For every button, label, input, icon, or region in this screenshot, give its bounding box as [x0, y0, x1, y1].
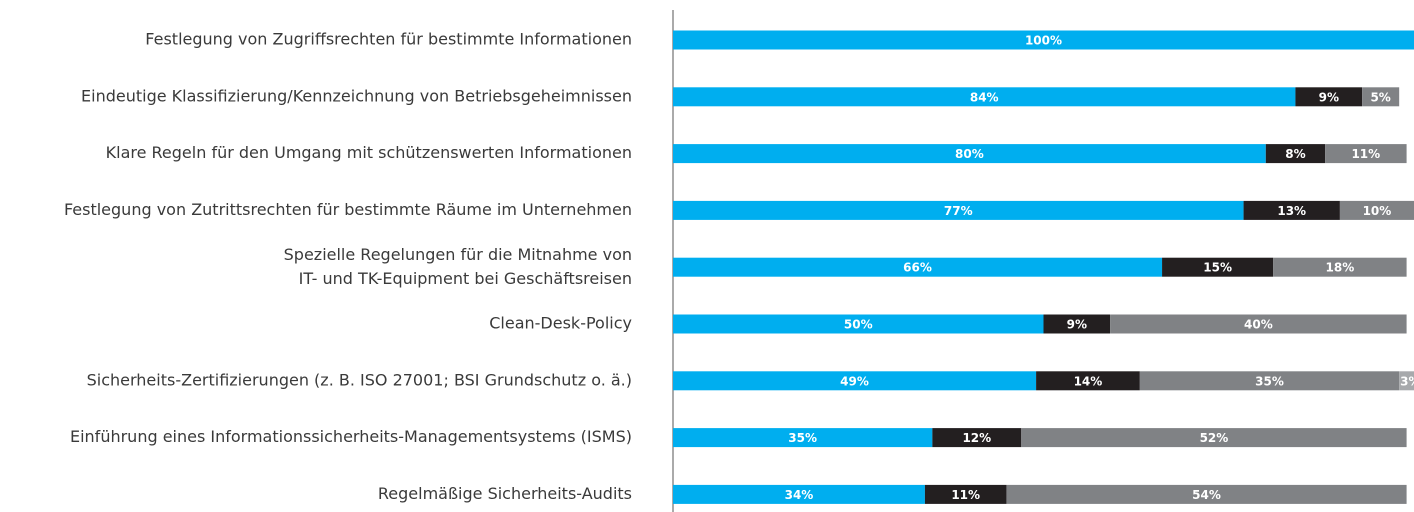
value-label: 35% — [1255, 374, 1284, 388]
value-label: 11% — [951, 488, 980, 502]
value-label: 9% — [1319, 90, 1339, 104]
value-label: 50% — [844, 318, 873, 332]
bar-segment — [1139, 371, 1400, 391]
value-label: 52% — [1200, 431, 1229, 445]
bar-segment — [1265, 144, 1326, 164]
value-label: 13% — [1277, 204, 1306, 218]
value-label: 12% — [962, 431, 991, 445]
bar-segment — [673, 484, 925, 504]
category-label: Sicherheits-Zertifizierungen (z. B. ISO … — [87, 370, 632, 389]
bar-segment — [673, 144, 1266, 164]
value-label: 10% — [1363, 204, 1392, 218]
category-label: Clean-Desk-Policy — [489, 314, 632, 333]
bar-segment — [1362, 87, 1400, 107]
category-label: Spezielle Regelungen für die Mitnahme vo… — [284, 245, 632, 288]
value-label: 66% — [903, 261, 932, 275]
value-label: 84% — [970, 90, 999, 104]
bar-segment — [673, 30, 1414, 50]
value-label: 8% — [1285, 147, 1305, 161]
value-label: 35% — [788, 431, 817, 445]
bar-segment — [673, 87, 1296, 107]
category-label: Regelmäßige Sicherheits-Audits — [378, 484, 632, 503]
bar-segment — [673, 314, 1044, 334]
bar-segment — [1325, 144, 1407, 164]
bar-segment — [1295, 87, 1363, 107]
value-label: 54% — [1192, 488, 1221, 502]
category-label: Klare Regeln für den Umgang mit schützen… — [106, 143, 632, 162]
bar-segment — [1043, 314, 1111, 334]
category-label: Festlegung von Zutrittsrechten für besti… — [64, 200, 632, 219]
bar-segment — [1243, 200, 1340, 220]
bar-segment — [673, 200, 1244, 220]
value-label: 100% — [1025, 34, 1062, 48]
bar-segment — [1036, 371, 1140, 391]
value-label: 80% — [955, 147, 984, 161]
value-label: 34% — [785, 488, 814, 502]
bar-segment — [1273, 257, 1407, 277]
value-label: 11% — [1351, 147, 1380, 161]
bar-segment — [1006, 484, 1407, 504]
bar-segment — [924, 484, 1007, 504]
value-label: 3% — [1400, 374, 1414, 388]
value-label: 5% — [1370, 90, 1390, 104]
value-label: 9% — [1067, 318, 1087, 332]
value-label: 14% — [1074, 374, 1103, 388]
category-label: Eindeutige Klassifizierung/Kennzeichnung… — [81, 86, 632, 105]
bar-segment — [1339, 200, 1414, 220]
category-label: Einführung eines Informationssicherheits… — [70, 427, 632, 446]
bar-segment — [673, 371, 1037, 391]
bar-segment — [932, 428, 1022, 448]
bar-segment — [673, 257, 1163, 277]
value-label: 18% — [1326, 261, 1355, 275]
category-label: Festlegung von Zugriffsrechten für besti… — [145, 30, 632, 49]
bar-segment — [1021, 428, 1407, 448]
value-label: 49% — [840, 374, 869, 388]
value-label: 40% — [1244, 318, 1273, 332]
bar-segment — [1162, 257, 1274, 277]
value-label: 15% — [1203, 261, 1232, 275]
value-label: 77% — [944, 204, 973, 218]
bar-segment — [1110, 314, 1407, 334]
bar-segment — [673, 428, 933, 448]
bar-segment — [1399, 371, 1414, 391]
